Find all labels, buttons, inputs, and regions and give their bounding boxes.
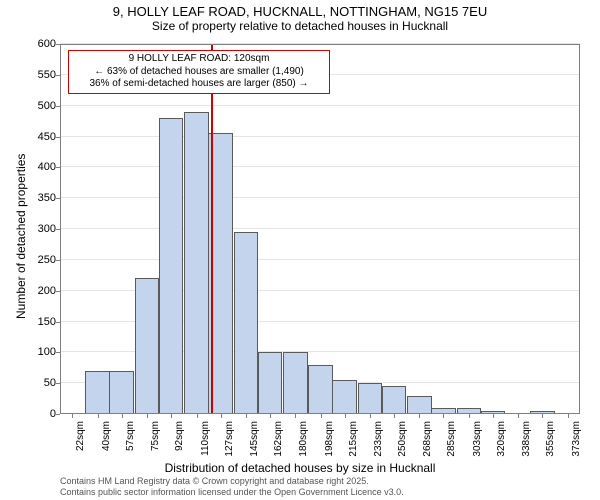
x-tick-mark bbox=[147, 414, 148, 418]
plot-border bbox=[60, 44, 580, 414]
y-tick-mark bbox=[56, 75, 60, 76]
y-tick-mark bbox=[56, 352, 60, 353]
y-tick-label: 0 bbox=[18, 408, 56, 420]
x-tick-mark bbox=[419, 414, 420, 418]
y-tick-mark bbox=[56, 260, 60, 261]
x-tick-mark bbox=[443, 414, 444, 418]
y-tick-mark bbox=[56, 229, 60, 230]
y-tick-label: 450 bbox=[18, 131, 56, 143]
x-tick-mark bbox=[394, 414, 395, 418]
x-tick-mark bbox=[518, 414, 519, 418]
x-tick-mark bbox=[246, 414, 247, 418]
chart-container: 9, HOLLY LEAF ROAD, HUCKNALL, NOTTINGHAM… bbox=[0, 0, 600, 500]
x-tick-mark bbox=[370, 414, 371, 418]
y-tick-mark bbox=[56, 137, 60, 138]
y-tick-label: 500 bbox=[18, 100, 56, 112]
footnote-line1: Contains HM Land Registry data © Crown c… bbox=[60, 476, 404, 486]
annotation-line2: ← 63% of detached houses are smaller (1,… bbox=[73, 66, 325, 79]
title-line2: Size of property relative to detached ho… bbox=[0, 19, 600, 33]
x-tick-mark bbox=[542, 414, 543, 418]
y-axis-label: Number of detached properties bbox=[14, 154, 28, 319]
x-tick-mark bbox=[171, 414, 172, 418]
x-tick-mark bbox=[568, 414, 569, 418]
x-tick-mark bbox=[122, 414, 123, 418]
y-tick-mark bbox=[56, 322, 60, 323]
y-tick-mark bbox=[56, 44, 60, 45]
x-tick-mark bbox=[270, 414, 271, 418]
y-tick-label: 600 bbox=[18, 38, 56, 50]
x-tick-mark bbox=[98, 414, 99, 418]
chart-title: 9, HOLLY LEAF ROAD, HUCKNALL, NOTTINGHAM… bbox=[0, 4, 600, 33]
x-tick-mark bbox=[295, 414, 296, 418]
footnote-line2: Contains public sector information licen… bbox=[60, 487, 404, 497]
x-tick-mark bbox=[345, 414, 346, 418]
y-tick-mark bbox=[56, 383, 60, 384]
x-tick-mark bbox=[469, 414, 470, 418]
y-tick-label: 50 bbox=[18, 377, 56, 389]
y-tick-label: 100 bbox=[18, 346, 56, 358]
plot-area: 9 HOLLY LEAF ROAD: 120sqm ← 63% of detac… bbox=[60, 44, 580, 414]
x-axis-label: Distribution of detached houses by size … bbox=[0, 461, 600, 475]
footnote: Contains HM Land Registry data © Crown c… bbox=[60, 476, 404, 497]
y-tick-label: 550 bbox=[18, 69, 56, 81]
title-line1: 9, HOLLY LEAF ROAD, HUCKNALL, NOTTINGHAM… bbox=[0, 4, 600, 19]
y-tick-mark bbox=[56, 414, 60, 415]
y-tick-mark bbox=[56, 198, 60, 199]
annotation-box: 9 HOLLY LEAF ROAD: 120sqm ← 63% of detac… bbox=[68, 50, 330, 94]
annotation-line1: 9 HOLLY LEAF ROAD: 120sqm bbox=[73, 53, 325, 66]
y-tick-mark bbox=[56, 167, 60, 168]
x-tick-mark bbox=[321, 414, 322, 418]
x-tick-mark bbox=[72, 414, 73, 418]
x-tick-mark bbox=[221, 414, 222, 418]
y-tick-mark bbox=[56, 106, 60, 107]
y-tick-mark bbox=[56, 291, 60, 292]
x-tick-mark bbox=[493, 414, 494, 418]
x-tick-mark bbox=[197, 414, 198, 418]
annotation-line3: 36% of semi-detached houses are larger (… bbox=[73, 78, 325, 91]
